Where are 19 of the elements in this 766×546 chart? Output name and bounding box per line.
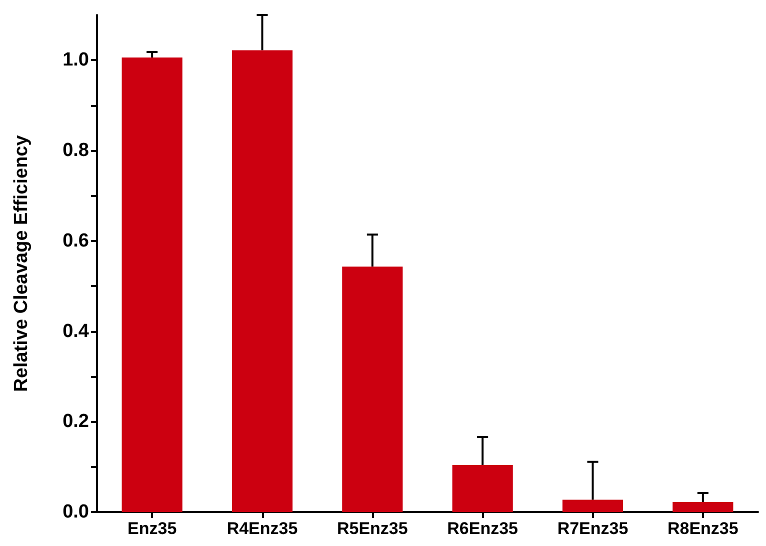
y-tick-label: 0.0 <box>62 502 89 522</box>
x-tick-label: R6Enz35 <box>447 519 518 538</box>
bar <box>452 465 513 512</box>
bar <box>122 57 182 512</box>
x-tick-label: R5Enz35 <box>336 519 408 538</box>
y-tick-label: 1.0 <box>62 50 89 71</box>
bar <box>342 266 403 512</box>
x-tick-label: Enz35 <box>128 519 177 538</box>
x-tick-label: R4Enz35 <box>226 519 298 538</box>
x-tick-label: R7Enz35 <box>557 519 628 538</box>
bar <box>672 502 734 512</box>
y-tick-label: 0.2 <box>62 411 89 432</box>
y-axis-title: Relative Cleavage Efficiency <box>11 134 32 392</box>
bar <box>232 50 293 512</box>
y-tick-label: 0.6 <box>62 230 89 252</box>
y-tick-label: 0.4 <box>62 320 90 342</box>
bar <box>562 500 624 512</box>
y-tick-label: 0.8 <box>62 140 89 162</box>
x-tick-label: R8Enz35 <box>667 519 738 538</box>
